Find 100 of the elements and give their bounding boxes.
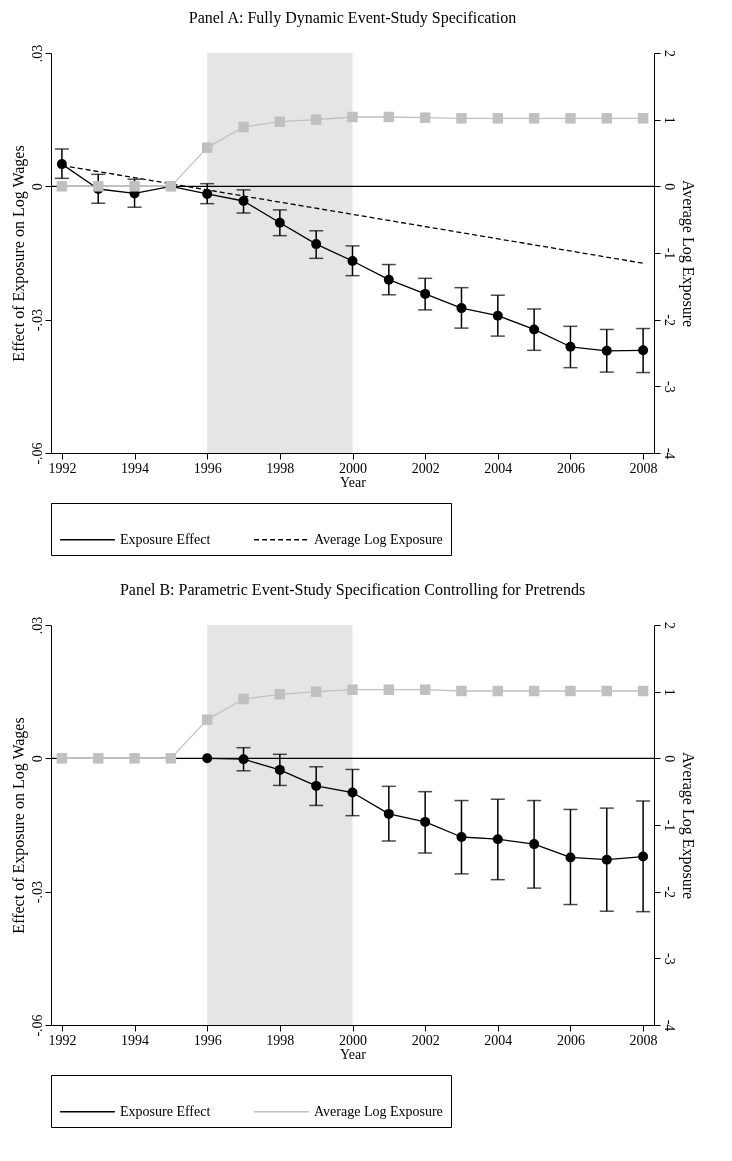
point	[238, 121, 249, 133]
point	[565, 341, 576, 352]
point	[601, 685, 613, 697]
y2-tick-label: 2	[661, 622, 677, 629]
point	[529, 324, 540, 335]
point	[456, 113, 467, 124]
x-tick-label: 2006	[556, 1032, 585, 1048]
x-tick-label: 1996	[193, 460, 222, 476]
point	[347, 111, 358, 123]
y2-tick-label: -3	[661, 381, 677, 393]
y2-axis-title: Average Log Exposure	[678, 751, 697, 900]
point	[565, 113, 576, 124]
x-tick-label: 2008	[629, 1032, 658, 1048]
point	[274, 764, 285, 775]
point	[201, 142, 213, 153]
point	[383, 111, 395, 123]
point	[601, 854, 612, 865]
point	[456, 832, 467, 842]
y-tick-label: 0	[29, 755, 45, 763]
chart-title: Panel B: Parametric Event-Study Specification Controlling for Pretrends	[119, 581, 586, 600]
point	[383, 684, 395, 695]
point	[419, 684, 431, 695]
x-tick-label: 2002	[411, 1032, 440, 1048]
point	[347, 684, 358, 695]
point	[637, 685, 649, 697]
point	[92, 753, 104, 764]
y-axis-title: Effect of Exposure on Log Wages	[9, 145, 28, 362]
point	[56, 181, 68, 192]
x-tick-label: 1998	[266, 1032, 295, 1048]
point	[456, 685, 467, 697]
point	[311, 780, 322, 791]
point	[528, 685, 540, 697]
x-axis-title: Year	[340, 1046, 367, 1062]
point	[238, 693, 249, 705]
point	[347, 256, 358, 266]
point	[528, 113, 540, 124]
point	[238, 196, 249, 206]
x-tick-label: 2000	[339, 1032, 367, 1048]
y2-tick-label: -1	[661, 247, 677, 260]
y-tick-label: -.03	[29, 309, 45, 332]
x-tick-label: 2002	[411, 460, 440, 476]
y2-tick-label: -4	[661, 1019, 677, 1032]
y-tick-label: .03	[29, 616, 45, 635]
y-tick-label: .03	[29, 44, 45, 63]
point	[129, 753, 140, 764]
y2-tick-label: -2	[661, 886, 677, 898]
y2-tick-label: -2	[661, 314, 677, 326]
y2-tick-label: 2	[661, 50, 677, 57]
x-tick-label: 2008	[629, 460, 658, 476]
point	[56, 753, 68, 764]
point	[202, 188, 213, 199]
point	[638, 851, 649, 862]
point	[238, 754, 249, 765]
point	[637, 113, 649, 124]
point	[638, 345, 649, 356]
point	[310, 114, 322, 125]
legend-label: Average Log Exposure	[314, 1103, 443, 1119]
y2-tick-label: 1	[661, 116, 677, 124]
y2-tick-label: -1	[661, 819, 677, 832]
y2-tick-label: 1	[661, 688, 677, 696]
x-axis-title: Year	[340, 474, 367, 490]
point	[492, 310, 503, 321]
point	[274, 689, 286, 700]
point	[311, 239, 322, 250]
point	[347, 787, 358, 798]
point	[492, 685, 504, 697]
y-tick-label: -.03	[29, 881, 45, 904]
x-tick-label: 2006	[556, 460, 585, 476]
y2-tick-label: 0	[661, 755, 677, 763]
x-tick-label: 2004	[484, 460, 513, 476]
y2-tick-label: 0	[661, 183, 677, 191]
point	[492, 834, 503, 845]
y-axis-title: Effect of Exposure on Log Wages	[9, 717, 28, 934]
legend-label: Average Log Exposure	[314, 531, 443, 547]
y-tick-label: -.06	[29, 1014, 45, 1037]
x-tick-label: 1994	[121, 1032, 150, 1048]
legend-label: Exposure Effect	[120, 531, 211, 547]
y2-axis-title: Average Log Exposure	[678, 179, 697, 328]
point	[129, 181, 140, 192]
point	[565, 685, 576, 697]
x-tick-label: 1998	[266, 460, 295, 476]
point	[274, 217, 285, 228]
x-tick-label: 1992	[48, 460, 77, 476]
point	[456, 303, 467, 314]
y2-tick-label: -4	[661, 447, 677, 460]
point	[492, 113, 504, 124]
y2-tick-label: -3	[661, 953, 677, 965]
point	[601, 113, 613, 124]
point	[420, 288, 431, 299]
point	[601, 345, 612, 356]
x-tick-label: 1996	[193, 1032, 222, 1048]
point	[201, 714, 213, 725]
x-tick-label: 2004	[484, 1032, 513, 1048]
point	[274, 116, 286, 127]
point	[565, 852, 576, 863]
point	[165, 753, 177, 764]
point	[56, 159, 67, 170]
point	[383, 808, 394, 819]
point	[310, 686, 322, 697]
point	[383, 274, 394, 285]
